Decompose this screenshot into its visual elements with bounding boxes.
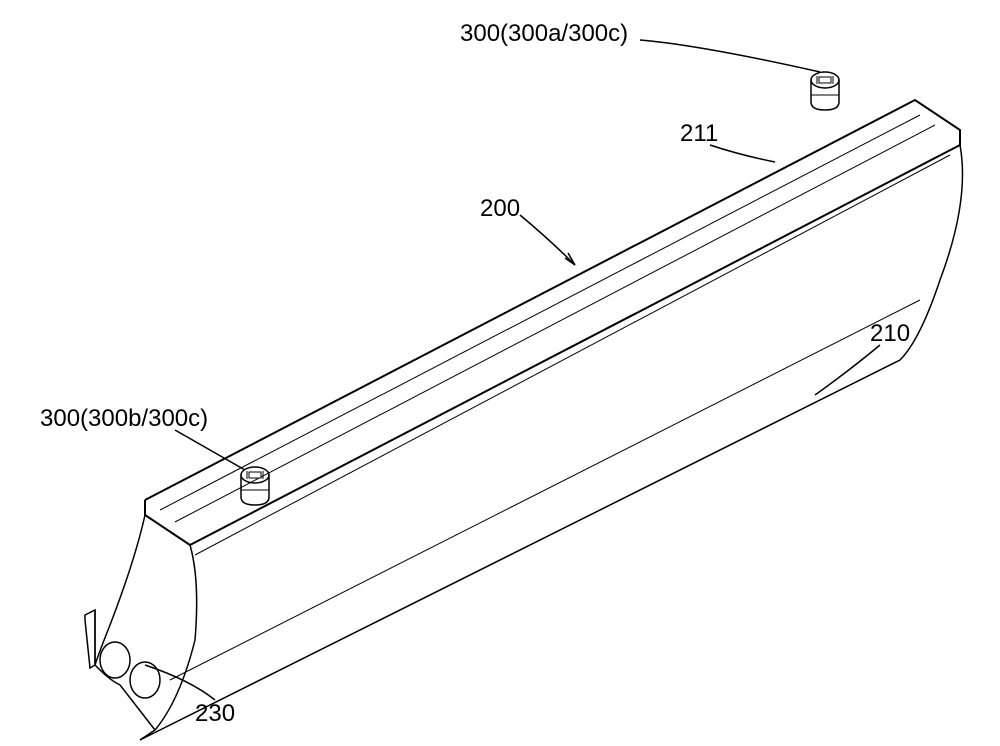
technical-drawing — [0, 0, 1000, 741]
label-210: 210 — [870, 320, 910, 348]
label-300-top: 300(300a/300c) — [460, 20, 628, 48]
label-300-left: 300(300b/300c) — [40, 405, 208, 433]
label-211: 211 — [680, 120, 718, 148]
label-200: 200 — [480, 195, 520, 223]
diagram-container: 300(300a/300c) 211 200 210 300(300b/300c… — [0, 0, 1000, 741]
label-230: 230 — [195, 700, 235, 728]
